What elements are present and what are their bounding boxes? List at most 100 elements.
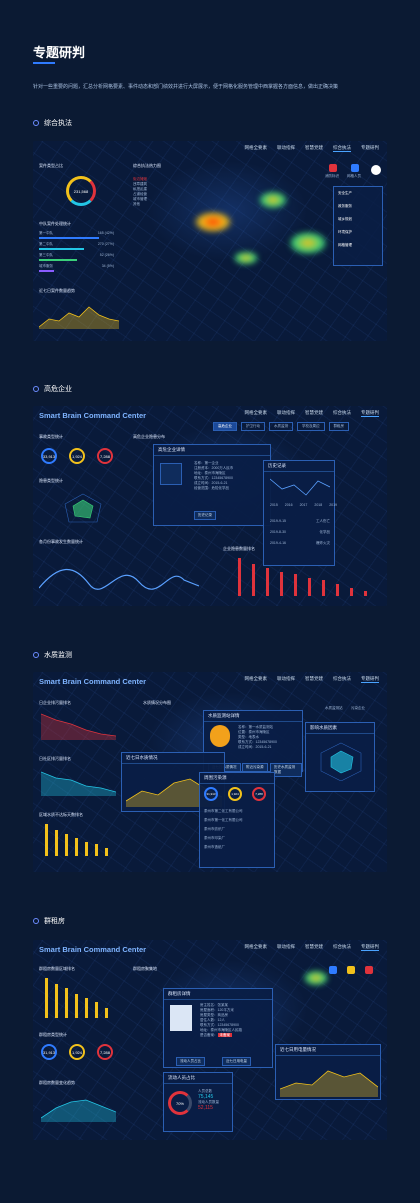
nav-item[interactable]: 专题研判 xyxy=(361,676,379,683)
history-item[interactable]: 2019-8-30 化学品 xyxy=(270,530,330,534)
fire-icon[interactable] xyxy=(329,164,337,172)
detail-rows: 名称：第一水质监测站 位置：泰州市海陵区 类型：地表水 联系方式：1234567… xyxy=(238,725,277,750)
side-item[interactable]: 政务服务 xyxy=(338,204,352,208)
detail-rows: 名称：第一企业 注册资本：2000万人民币 地址：泰州市海陵区 联系方式：123… xyxy=(194,461,233,491)
side-item[interactable]: 城乡规划 xyxy=(338,217,352,221)
panel-title: 案件类型占比 xyxy=(39,163,63,168)
detail-row: 名称：第一水质监测站 xyxy=(238,725,273,729)
company-detail-popup: 高危企业详情 名称：第一企业 注册资本：2000万人民币 地址：泰州市海陵区 联… xyxy=(153,444,271,526)
popup-title: 历史记录 xyxy=(264,461,334,472)
list-item[interactable]: 泰州市第二化工有限公司 xyxy=(204,809,243,813)
history-item[interactable]: 2019-9-15 工人伤亡 xyxy=(270,519,330,523)
nav-item[interactable]: 智慧党建 xyxy=(305,410,323,415)
list-item[interactable]: 泰州市纺织厂 xyxy=(204,827,225,831)
nav-item[interactable]: 专题研判 xyxy=(361,145,379,150)
side-label[interactable]: 水质监测站 xyxy=(325,706,343,710)
nav-item[interactable]: 综合执法 xyxy=(333,944,351,949)
list-item[interactable]: 泰州市印染厂 xyxy=(204,836,225,840)
nav-item[interactable]: 综合执法 xyxy=(333,410,351,415)
detail-row: 位置：泰州市海陵区 xyxy=(238,730,270,734)
company-discharge-chart xyxy=(41,713,116,740)
nav-item[interactable]: 联动指挥 xyxy=(277,410,295,415)
popup-title: 周围污染源 xyxy=(200,773,274,784)
sub-tab[interactable]: 学校及周边 xyxy=(297,422,325,431)
stat-ring: 7,288 xyxy=(97,448,113,464)
panel-title: 日社区排污量排名 xyxy=(39,756,71,761)
detail-row: 名称：第一企业 xyxy=(194,461,219,465)
nav-item[interactable]: 联动指挥 xyxy=(277,944,295,949)
nav-item[interactable]: 综合执法 xyxy=(333,676,351,681)
panel-title: 群租房数量变化趋势 xyxy=(39,1080,75,1085)
top-nav: 网格全要素 联动指挥 智慧党建 综合执法 专题研判 xyxy=(244,676,379,683)
nav-item[interactable]: 智慧党建 xyxy=(305,676,323,681)
side-label[interactable]: 污染企业 xyxy=(351,706,365,710)
popup-button[interactable]: 近七日用电量 xyxy=(222,1057,251,1066)
community-discharge-chart xyxy=(41,771,116,796)
popup-button[interactable]: 附近污染源 xyxy=(242,763,268,772)
sub-tab[interactable]: 护卫行动 xyxy=(241,422,265,431)
popup-title: 群租房详情 xyxy=(164,989,272,1000)
bar-row: 城市服务 34 (5%) xyxy=(39,264,114,268)
nav-item[interactable]: 网格全要素 xyxy=(244,944,268,949)
nav-item[interactable]: 专题研判 xyxy=(361,944,379,951)
case-type-donut: 231,568 xyxy=(66,176,96,206)
nav-item[interactable]: 专题研判 xyxy=(361,410,379,417)
map-title: 群租房聚集地 xyxy=(133,966,157,971)
rental-screen: Smart Brain Command Center 网格全要素 联动指挥 智慧党建… xyxy=(33,940,387,1140)
map-legend: 街边摊贩 违章建筑 私搭乱建 占道经营 城市管理 其他 xyxy=(133,177,147,207)
panel-title: 群租房类型统计 xyxy=(39,1032,67,1037)
detail-rows: 房主姓名：张某某 房屋面积：120平方米 房屋类型：商品房 居住人数：12人 联… xyxy=(200,1003,242,1038)
minus-icon[interactable] xyxy=(371,165,381,175)
detail-row: 成立时间：2015-6-21 xyxy=(238,745,272,749)
power-popup: 近七日用电量情况 xyxy=(275,1044,381,1100)
stat-ring: 1,924 xyxy=(228,787,242,801)
side-item[interactable]: 安全生产 xyxy=(338,191,352,195)
detail-row: 地址：泰州市海陵区人民路 xyxy=(200,1028,242,1032)
sub-tabs: 高危企业 护卫行动 水质监测 学校及周边 群租房 xyxy=(213,422,349,431)
bullet-icon xyxy=(33,120,39,126)
legend-item: 私搭乱建 xyxy=(133,187,147,191)
sub-tab[interactable]: 水质监测 xyxy=(269,422,293,431)
nav-item[interactable]: 综合执法 xyxy=(333,145,351,152)
side-menu: 安全生产 政务服务 城乡规划 环境保护 网格管理 xyxy=(333,186,383,266)
pollution-popup: 周围污染源 31,913 1,924 7,288 泰州市第二化工有限公司 泰州市… xyxy=(199,772,275,868)
history-item[interactable]: 2019-4-16 爆炸火灾 xyxy=(270,541,330,545)
popup-button[interactable]: 流动人员占比 xyxy=(176,1057,205,1066)
user-icon[interactable] xyxy=(351,164,359,172)
nav-item[interactable]: 网格全要素 xyxy=(244,410,268,415)
grid-staff-icon[interactable] xyxy=(329,966,337,974)
side-item[interactable]: 网格管理 xyxy=(338,243,352,247)
brand-title: Smart Brain Command Center xyxy=(39,677,147,686)
bar-row: 第三中队 52 (26%) xyxy=(39,253,114,257)
heat-spot xyxy=(258,191,288,209)
side-item[interactable]: 环境保护 xyxy=(338,230,352,234)
popup-title: 近七日水质情况 xyxy=(122,753,224,764)
sub-tab[interactable]: 高危企业 xyxy=(213,422,237,431)
avatar xyxy=(170,1005,192,1031)
stat-ring: 1,924 xyxy=(69,448,85,464)
panel-title: 日企业排污量排名 xyxy=(39,700,71,705)
hazard-rank-bars xyxy=(238,558,367,596)
nav-item[interactable]: 联动指挥 xyxy=(277,676,295,681)
history-button[interactable]: 历史记录 xyxy=(194,511,216,520)
police-icon[interactable] xyxy=(365,966,373,974)
nav-item[interactable]: 智慧党建 xyxy=(305,944,323,949)
nav-item[interactable]: 联动指挥 xyxy=(277,145,295,150)
map-title: 水质情况分布图 xyxy=(143,700,171,705)
nav-item[interactable]: 网格全要素 xyxy=(244,145,268,150)
water-drop-icon xyxy=(210,725,230,747)
legend-item: 街边摊贩 xyxy=(133,177,147,181)
sub-tab[interactable]: 群租房 xyxy=(328,422,349,431)
list-item[interactable]: 泰州市第一化工有限公司 xyxy=(204,818,243,822)
nav-item[interactable]: 网格全要素 xyxy=(244,676,268,681)
top-nav: 网格全要素 联动指挥 智慧党建 综合执法 专题研判 xyxy=(244,145,379,152)
popup-button[interactable]: 历史水质监测数据 xyxy=(270,763,302,777)
fire-icon[interactable] xyxy=(347,966,355,974)
nav-item[interactable]: 智慧党建 xyxy=(305,145,323,150)
total-value: 75,145 xyxy=(198,1094,214,1100)
list-item[interactable]: 泰州市造纸厂 xyxy=(204,845,225,849)
floating-ratio-ring: 70% xyxy=(168,1091,192,1115)
stat-ring: 7,288 xyxy=(252,787,266,801)
bar-fill xyxy=(39,259,77,261)
detail-row: 房屋面积：120平方米 xyxy=(200,1008,234,1012)
